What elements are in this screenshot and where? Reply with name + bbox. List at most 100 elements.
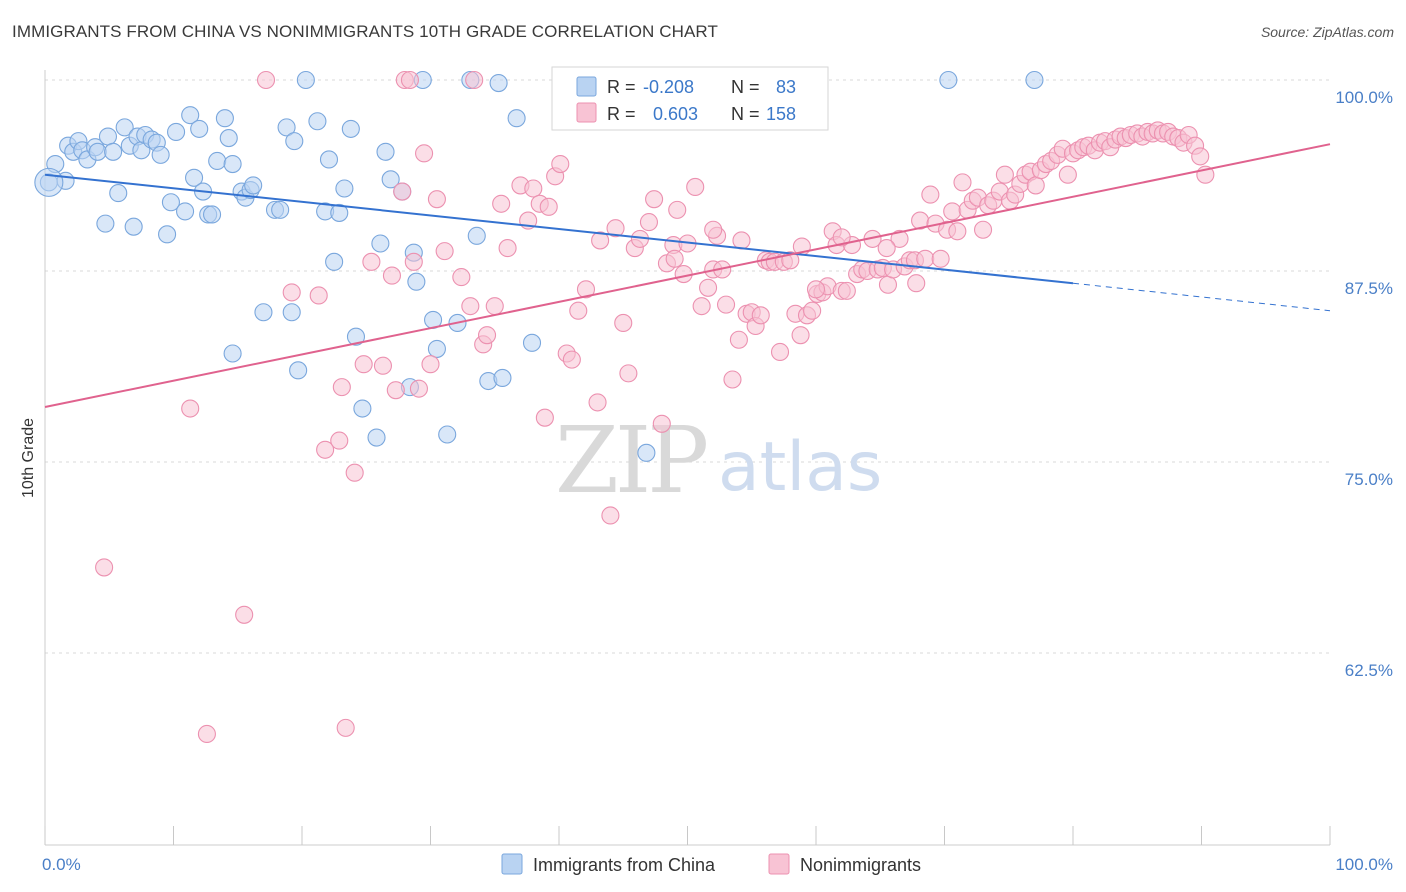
bottom-legend-swatch-china bbox=[501, 853, 523, 875]
nonimmigrant-point-45 bbox=[588, 393, 607, 412]
china-point-33 bbox=[208, 151, 227, 171]
legend-r-label-nonimmigrants: R = bbox=[607, 104, 636, 124]
china-point-77 bbox=[522, 333, 542, 352]
china-point-25 bbox=[167, 122, 186, 142]
nonimmigrant-point-27 bbox=[465, 70, 484, 90]
nonimmigrant-point-55 bbox=[652, 414, 671, 433]
nonimmigrant-point-106 bbox=[921, 185, 940, 204]
china-point-40 bbox=[244, 176, 263, 195]
china-point-35 bbox=[219, 129, 238, 148]
nonimmigrant-point-32 bbox=[498, 239, 517, 258]
nonimmigrant-point-73 bbox=[751, 306, 770, 325]
nonimmigrant-point-132 bbox=[1058, 165, 1077, 184]
watermark: ZIP atlas bbox=[555, 407, 882, 514]
china-point-60 bbox=[376, 142, 395, 161]
nonimmigrant-point-69 bbox=[729, 330, 748, 349]
nonimmigrant-point-68 bbox=[723, 370, 742, 389]
nonimmigrant-point-40 bbox=[551, 154, 570, 174]
china-point-54 bbox=[335, 179, 354, 198]
nonimmigrant-point-5 bbox=[309, 286, 328, 305]
nonimmigrant-point-62 bbox=[692, 297, 711, 316]
china-point-27 bbox=[181, 106, 200, 125]
china-point-48 bbox=[296, 70, 315, 90]
china-point-11 bbox=[98, 127, 118, 146]
nonimmigrant-point-111 bbox=[948, 222, 967, 241]
correlation-legend: R = -0.208 N = 83 R = 0.603 N = 158 bbox=[551, 66, 829, 131]
china-point-79 bbox=[637, 443, 656, 462]
nonimmigrant-point-31 bbox=[492, 194, 511, 213]
china-point-65 bbox=[407, 272, 426, 291]
nonimmigrant-point-58 bbox=[668, 200, 687, 219]
nonimmigrant-point-25 bbox=[452, 268, 471, 287]
y-axis-label: 10th Grade bbox=[20, 418, 37, 498]
nonimmigrant-point-24 bbox=[435, 242, 454, 261]
nonimmigrant-point-161 bbox=[877, 239, 896, 258]
nonimmigrant-point-120 bbox=[995, 165, 1014, 184]
nonimmigrant-point-116 bbox=[973, 220, 993, 239]
y-tick-label-3: 62.5% bbox=[1345, 661, 1393, 680]
nonimmigrant-point-67 bbox=[716, 295, 736, 314]
china-point-22 bbox=[151, 145, 170, 164]
china-point-72 bbox=[467, 226, 486, 245]
nonimmigrant-point-1 bbox=[181, 399, 200, 418]
nonimmigrant-point-15 bbox=[386, 381, 405, 400]
nonimmigrant-point-11 bbox=[354, 355, 373, 374]
nonimmigrant-point-20 bbox=[409, 379, 428, 398]
trend-line-china bbox=[44, 173, 1074, 285]
china-point-52 bbox=[325, 252, 344, 271]
nonimmigrant-point-77 bbox=[770, 342, 790, 362]
nonimmigrant-point-98 bbox=[878, 275, 898, 294]
y-tick-labels: 100.0% 87.5% 75.0% 62.5% bbox=[1335, 88, 1393, 680]
nonimmigrant-point-126 bbox=[1026, 176, 1045, 195]
nonimmigrant-point-157 bbox=[1191, 147, 1210, 166]
legend-box bbox=[551, 66, 829, 131]
china-point-58 bbox=[367, 428, 386, 447]
china-point-74 bbox=[489, 74, 508, 93]
nonimmigrant-point-12 bbox=[362, 252, 381, 271]
china-point-43 bbox=[271, 200, 290, 219]
china-point-46 bbox=[285, 132, 304, 151]
china-point-53 bbox=[330, 203, 349, 222]
legend-swatch-china bbox=[576, 76, 597, 97]
china-point-68 bbox=[427, 339, 446, 358]
nonimmigrant-point-18 bbox=[400, 70, 419, 90]
bottom-legend: Immigrants from China Nonimmigrants bbox=[501, 853, 921, 875]
china-point-82 bbox=[223, 344, 242, 363]
nonimmigrant-point-166 bbox=[704, 220, 723, 239]
nonimmigrant-point-19 bbox=[404, 252, 423, 271]
nonimmigrant-point-6 bbox=[316, 440, 335, 459]
nonimmigrant-point-63 bbox=[699, 278, 718, 297]
nonimmigrant-point-46 bbox=[591, 231, 610, 250]
nonimmigrant-point-44 bbox=[576, 280, 596, 299]
china-point-80 bbox=[939, 70, 958, 90]
nonimmigrant-point-105 bbox=[916, 249, 935, 268]
nonimmigrant-point-100 bbox=[890, 229, 909, 248]
nonimmigrant-point-35 bbox=[524, 179, 543, 198]
china-point-14 bbox=[115, 118, 134, 137]
china-point-9 bbox=[88, 142, 107, 161]
china-point-76 bbox=[507, 109, 526, 128]
nonimmigrant-point-4 bbox=[282, 283, 301, 302]
legend-n-value-china: 83 bbox=[776, 77, 796, 97]
bottom-legend-swatch-nonimmigrants bbox=[768, 853, 790, 875]
nonimmigrant-point-112 bbox=[953, 173, 972, 192]
source-label: Source: ZipAtlas.com bbox=[1260, 24, 1394, 40]
x-axis-ticks bbox=[44, 826, 1331, 845]
legend-swatch-nonimmigrants bbox=[576, 102, 597, 123]
china-point-49 bbox=[308, 112, 327, 131]
nonimmigrant-point-61 bbox=[686, 177, 705, 197]
nonimmigrant-point-14 bbox=[382, 266, 402, 285]
nonimmigrant-point-7 bbox=[330, 431, 349, 450]
nonimmigrant-point-47 bbox=[601, 506, 620, 525]
x-tick-label-max: 100.0% bbox=[1335, 855, 1393, 874]
china-point-32 bbox=[203, 205, 222, 224]
legend-n-value-nonimmigrants: 158 bbox=[766, 104, 796, 124]
nonimmigrant-point-22 bbox=[421, 355, 440, 374]
nonimmigrant-point-42 bbox=[562, 350, 581, 369]
nonimmigrant-point-37 bbox=[535, 408, 554, 427]
china-point-36 bbox=[223, 154, 242, 174]
nonimmigrant-point-8 bbox=[332, 378, 351, 397]
legend-r-label-china: R = bbox=[607, 77, 636, 97]
china-point-large bbox=[34, 167, 64, 197]
